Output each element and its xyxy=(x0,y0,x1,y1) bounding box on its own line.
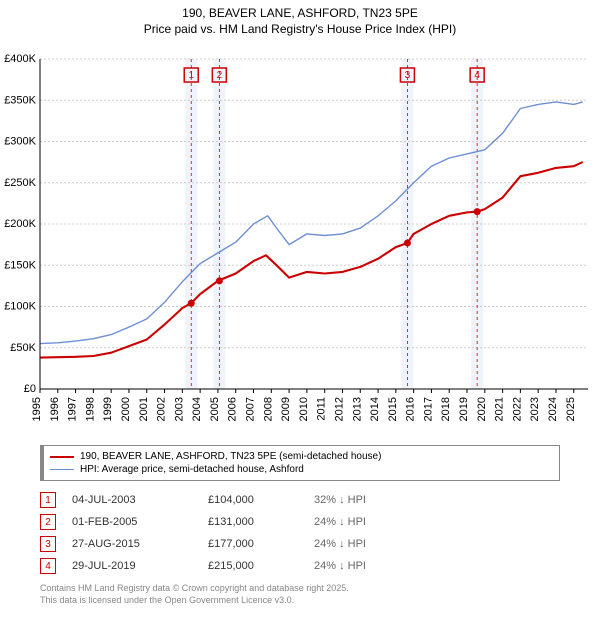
svg-text:2007: 2007 xyxy=(245,397,257,421)
event-note: 24% ↓ HPI xyxy=(314,560,366,572)
svg-text:2013: 2013 xyxy=(351,397,363,421)
chart-container: { "title_line1": "190, BEAVER LANE, ASHF… xyxy=(0,0,600,607)
event-date: 29-JUL-2019 xyxy=(72,560,192,572)
svg-text:£100K: £100K xyxy=(4,301,36,313)
svg-text:2012: 2012 xyxy=(333,397,345,421)
svg-text:2018: 2018 xyxy=(440,397,452,421)
event-price: £177,000 xyxy=(208,538,298,550)
event-n: 4 xyxy=(45,561,51,572)
svg-text:2021: 2021 xyxy=(494,397,506,421)
svg-text:1998: 1998 xyxy=(84,397,96,421)
legend-label: 190, BEAVER LANE, ASHFORD, TN23 5PE (sem… xyxy=(80,451,381,462)
svg-text:2011: 2011 xyxy=(316,397,328,421)
svg-text:2002: 2002 xyxy=(156,397,168,421)
legend-item: 190, BEAVER LANE, ASHFORD, TN23 5PE (sem… xyxy=(50,450,553,463)
svg-text:2006: 2006 xyxy=(227,397,239,421)
svg-text:£0: £0 xyxy=(24,383,36,395)
title-line1: 190, BEAVER LANE, ASHFORD, TN23 5PE xyxy=(0,6,600,22)
footer-line2: This data is licensed under the Open Gov… xyxy=(40,595,560,607)
event-date: 27-AUG-2015 xyxy=(72,538,192,550)
svg-text:1999: 1999 xyxy=(102,397,114,421)
svg-text:£200K: £200K xyxy=(4,218,36,230)
event-n: 3 xyxy=(45,539,51,550)
legend-swatch xyxy=(50,456,74,458)
svg-text:£300K: £300K xyxy=(4,136,36,148)
event-price: £104,000 xyxy=(208,494,298,506)
event-marker-box: 4 xyxy=(40,558,56,574)
svg-text:1995: 1995 xyxy=(31,397,43,421)
svg-text:£150K: £150K xyxy=(4,259,36,271)
event-price: £215,000 xyxy=(208,560,298,572)
svg-text:2023: 2023 xyxy=(529,397,541,421)
footer-line1: Contains HM Land Registry data © Crown c… xyxy=(40,583,560,595)
events-table: 1 04-JUL-2003 £104,000 32% ↓ HPI 2 01-FE… xyxy=(40,489,560,577)
event-note: 24% ↓ HPI xyxy=(314,538,366,550)
event-row: 3 27-AUG-2015 £177,000 24% ↓ HPI xyxy=(40,533,560,555)
legend-swatch xyxy=(50,469,74,470)
svg-text:4: 4 xyxy=(474,70,480,81)
title-line2: Price paid vs. HM Land Registry's House … xyxy=(0,22,600,38)
title-block: 190, BEAVER LANE, ASHFORD, TN23 5PE Pric… xyxy=(0,0,600,41)
svg-text:£50K: £50K xyxy=(10,342,36,354)
svg-text:1997: 1997 xyxy=(67,397,79,421)
event-row: 4 29-JUL-2019 £215,000 24% ↓ HPI xyxy=(40,555,560,577)
svg-text:£250K: £250K xyxy=(4,177,36,189)
svg-text:2017: 2017 xyxy=(422,397,434,421)
svg-text:2024: 2024 xyxy=(547,397,559,421)
svg-text:1: 1 xyxy=(188,70,194,81)
svg-text:2010: 2010 xyxy=(298,397,310,421)
event-note: 32% ↓ HPI xyxy=(314,494,366,506)
svg-text:£400K: £400K xyxy=(4,53,36,65)
legend-item: HPI: Average price, semi-detached house,… xyxy=(50,463,553,476)
svg-text:2004: 2004 xyxy=(191,397,203,421)
svg-text:2025: 2025 xyxy=(565,397,577,421)
event-date: 01-FEB-2005 xyxy=(72,516,192,528)
svg-text:2001: 2001 xyxy=(138,397,150,421)
svg-text:2009: 2009 xyxy=(280,397,292,421)
event-date: 04-JUL-2003 xyxy=(72,494,192,506)
event-row: 2 01-FEB-2005 £131,000 24% ↓ HPI xyxy=(40,511,560,533)
event-n: 2 xyxy=(45,517,51,528)
svg-text:2005: 2005 xyxy=(209,397,221,421)
svg-text:2003: 2003 xyxy=(173,397,185,421)
svg-text:2: 2 xyxy=(217,70,223,81)
event-marker-box: 3 xyxy=(40,536,56,552)
svg-text:1996: 1996 xyxy=(49,397,61,421)
svg-text:2016: 2016 xyxy=(405,397,417,421)
event-note: 24% ↓ HPI xyxy=(314,516,366,528)
svg-text:3: 3 xyxy=(405,70,411,81)
chart-area: £0 £50K £100K £150K £200K £250K £300K £350K £400… xyxy=(0,41,600,441)
svg-text:2020: 2020 xyxy=(476,397,488,421)
event-marker-box: 2 xyxy=(40,514,56,530)
event-row: 1 04-JUL-2003 £104,000 32% ↓ HPI xyxy=(40,489,560,511)
svg-text:2008: 2008 xyxy=(262,397,274,421)
event-n: 1 xyxy=(45,495,51,506)
footer: Contains HM Land Registry data © Crown c… xyxy=(40,583,560,606)
chart-svg: £0 £50K £100K £150K £200K £250K £300K £350K £400… xyxy=(0,41,600,441)
event-price: £131,000 xyxy=(208,516,298,528)
svg-text:£350K: £350K xyxy=(4,94,36,106)
svg-text:2015: 2015 xyxy=(387,397,399,421)
svg-text:2022: 2022 xyxy=(511,397,523,421)
svg-text:2000: 2000 xyxy=(120,397,132,421)
svg-text:2019: 2019 xyxy=(458,397,470,421)
legend-label: HPI: Average price, semi-detached house,… xyxy=(80,464,304,475)
svg-text:2014: 2014 xyxy=(369,397,381,421)
event-marker-box: 1 xyxy=(40,492,56,508)
legend: 190, BEAVER LANE, ASHFORD, TN23 5PE (sem… xyxy=(40,445,560,481)
